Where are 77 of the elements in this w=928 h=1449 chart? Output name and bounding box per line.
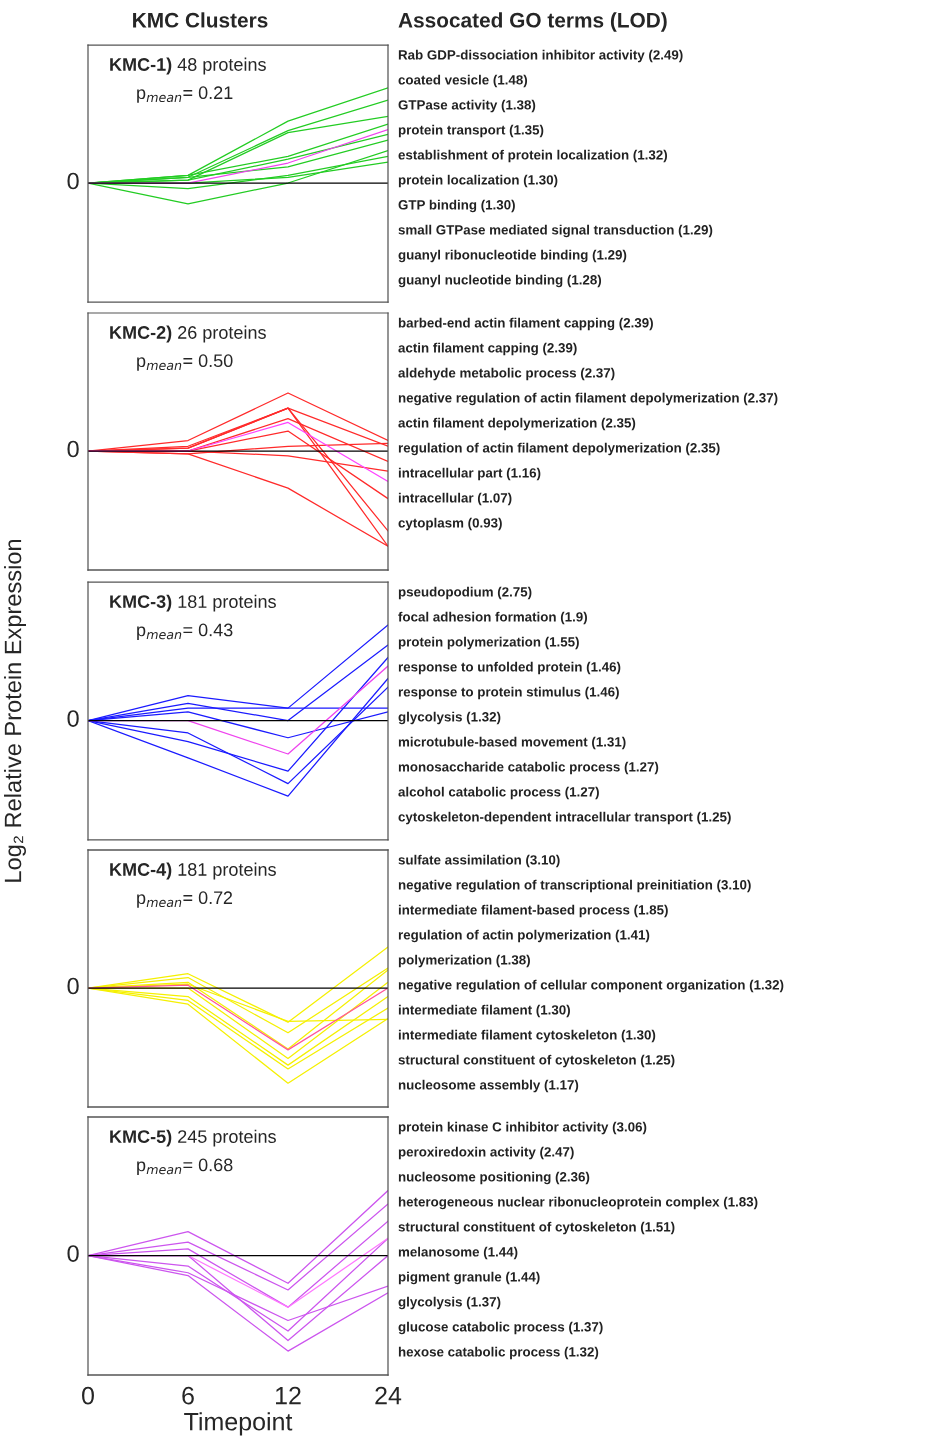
text: GTPase activity (1.38) bbox=[398, 99, 536, 113]
text: glycolysis (1.32) bbox=[398, 711, 501, 725]
text: guanyl nucleotide binding (1.28) bbox=[398, 274, 602, 288]
text: actin filament capping (2.39) bbox=[398, 342, 577, 356]
text: alcohol catabolic process (1.27) bbox=[398, 786, 599, 800]
ref-line-label: 0 bbox=[67, 172, 79, 190]
text: p$_{mean}$= 0.68 bbox=[137, 1158, 233, 1175]
text: aldehyde metabolic process (2.37) bbox=[398, 367, 615, 381]
text: nucleosome positioning (2.36) bbox=[398, 1171, 590, 1185]
text: microtubule-based movement (1.31) bbox=[398, 736, 626, 750]
ref-line-label: 0 bbox=[67, 1245, 79, 1262]
text: 26 proteins bbox=[178, 325, 266, 343]
text: cytoplasm (0.93) bbox=[398, 517, 502, 531]
text: 48 proteins bbox=[177, 57, 266, 75]
text: KMC-1) bbox=[110, 57, 172, 75]
text: intermediate filament (1.30) bbox=[398, 1004, 570, 1018]
text: sulfate assimilation (3.10) bbox=[398, 854, 560, 868]
x-tick-label: 24 bbox=[375, 1386, 402, 1405]
text: peroxiredoxin activity (2.47) bbox=[398, 1146, 574, 1160]
ref-line-label: 0 bbox=[67, 977, 79, 995]
text: pigment granule (1.44) bbox=[398, 1271, 540, 1285]
text: focal adhesion formation (1.9) bbox=[398, 611, 587, 625]
chart-title: KMC Clusters bbox=[133, 12, 268, 28]
text: melanosome (1.44) bbox=[398, 1246, 518, 1260]
text: KMC-5) bbox=[110, 1129, 172, 1147]
x-tick-label: 12 bbox=[276, 1386, 301, 1405]
text: polymerization (1.38) bbox=[398, 954, 530, 968]
text: regulation of actin polymerization (1.41) bbox=[398, 929, 650, 943]
ref-line-label: 0 bbox=[67, 710, 79, 727]
text: heterogeneous nuclear ribonucleoprotein complex (1.83) bbox=[398, 1196, 758, 1210]
text: intracellular (1.07) bbox=[398, 492, 512, 506]
text: protein transport (1.35) bbox=[398, 124, 544, 138]
text: protein kinase C inhibitor activity (3.06) bbox=[398, 1121, 647, 1135]
x-axis-title: Timepoint bbox=[184, 1412, 293, 1436]
text: structural constituent of cytoskeleton (1.25) bbox=[398, 1054, 675, 1068]
annotation: p$_{mean}$= 0.43 bbox=[137, 623, 233, 640]
text: protein localization (1.30) bbox=[398, 174, 558, 188]
text: negative regulation of transcriptional preinitiation (3.10) bbox=[398, 879, 751, 893]
text: nucleosome assembly (1.17) bbox=[398, 1079, 579, 1093]
ref-line-label: 0 bbox=[67, 440, 79, 458]
text: negative regulation of actin filament depolymerization (2.37) bbox=[398, 392, 778, 406]
text: p$_{mean}$= 0.50 bbox=[137, 354, 233, 371]
text: Rab GDP-dissociation inhibitor activity (2.49) bbox=[398, 49, 683, 63]
text: guanyl ribonucleotide binding (1.29) bbox=[398, 249, 627, 263]
x-tick-label: 0 bbox=[82, 1386, 94, 1405]
text: intermediate filament-based process (1.85) bbox=[398, 904, 668, 918]
text: establishment of protein localization (1.32) bbox=[398, 149, 668, 163]
text: cytoskeleton-dependent intracellular transport (1.25) bbox=[398, 811, 731, 825]
text: protein polymerization (1.55) bbox=[398, 636, 579, 650]
x-tick-label: 6 bbox=[182, 1386, 194, 1405]
text: barbed-end actin filament capping (2.39) bbox=[398, 317, 653, 331]
text: structural constituent of cytoskeleton (1.51) bbox=[398, 1221, 675, 1235]
text: 181 proteins bbox=[178, 862, 276, 880]
annotation: p$_{mean}$= 0.21 bbox=[137, 86, 233, 103]
text: intermediate filament cytoskeleton (1.30) bbox=[398, 1029, 656, 1043]
text: regulation of actin filament depolymerization (2.35) bbox=[398, 442, 720, 456]
text: negative regulation of cellular component organization (1.32) bbox=[398, 979, 784, 993]
text: KMC-4) bbox=[110, 862, 172, 880]
text: p$_{mean}$= 0.72 bbox=[137, 891, 233, 908]
text: monosaccharide catabolic process (1.27) bbox=[398, 761, 659, 775]
text: pseudopodium (2.75) bbox=[398, 586, 532, 600]
text: glycolysis (1.37) bbox=[398, 1296, 501, 1310]
text: coated vesicle (1.48) bbox=[398, 74, 528, 88]
text: GTP binding (1.30) bbox=[398, 199, 515, 213]
text: response to unfolded protein (1.46) bbox=[398, 661, 621, 675]
text: glucose catabolic process (1.37) bbox=[398, 1321, 603, 1335]
text: KMC-2) bbox=[110, 325, 172, 343]
text: KMC-3) bbox=[110, 594, 172, 612]
text: 181 proteins bbox=[178, 594, 276, 612]
y-axis-title: Log₂ Relative Protein Expression bbox=[3, 539, 26, 882]
text: 245 proteins bbox=[178, 1129, 276, 1147]
text: hexose catabolic process (1.32) bbox=[398, 1346, 599, 1360]
text: response to protein stimulus (1.46) bbox=[398, 686, 619, 700]
text: Assocated GO terms (LOD) bbox=[398, 12, 667, 32]
text: intracellular part (1.16) bbox=[398, 467, 541, 481]
text: small GTPase mediated signal transduction (1.29) bbox=[398, 224, 713, 238]
text: actin filament depolymerization (2.35) bbox=[398, 417, 636, 431]
